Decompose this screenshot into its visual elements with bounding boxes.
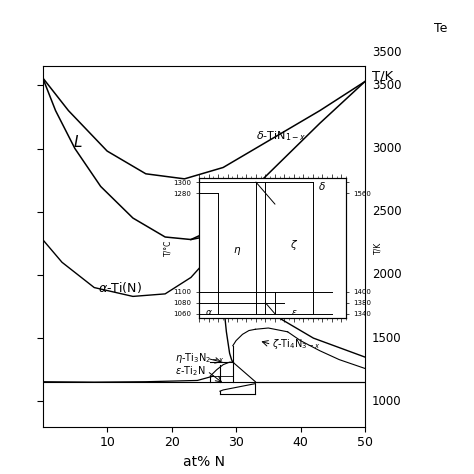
Text: $\varepsilon$-Ti$_2$N: $\varepsilon$-Ti$_2$N xyxy=(175,364,205,378)
Text: T/K: T/K xyxy=(372,69,393,82)
Text: $\varepsilon$: $\varepsilon$ xyxy=(291,308,297,317)
Text: 2500: 2500 xyxy=(372,205,402,218)
Text: $\alpha$: $\alpha$ xyxy=(205,308,212,317)
Text: 3000: 3000 xyxy=(372,142,401,155)
Text: $\zeta$: $\zeta$ xyxy=(290,238,298,252)
Text: 3500: 3500 xyxy=(372,79,401,92)
Y-axis label: T/°C: T/°C xyxy=(163,239,172,256)
Text: L: L xyxy=(74,135,82,150)
Text: 1000: 1000 xyxy=(372,395,402,408)
Text: 3500: 3500 xyxy=(372,46,401,59)
Text: $\alpha$-Ti(N): $\alpha$-Ti(N) xyxy=(98,280,142,295)
Text: $\eta$-Ti$_3$N$_{2-x}$: $\eta$-Ti$_3$N$_{2-x}$ xyxy=(175,351,224,365)
X-axis label: at% N: at% N xyxy=(183,455,225,469)
Text: 2000: 2000 xyxy=(372,268,402,282)
Text: $\zeta$-Ti$_4$N$_{3-x}$: $\zeta$-Ti$_4$N$_{3-x}$ xyxy=(272,337,320,351)
Text: $\eta$: $\eta$ xyxy=(233,245,241,257)
Text: $\delta$: $\delta$ xyxy=(319,180,326,192)
Text: Te: Te xyxy=(434,22,447,35)
Y-axis label: T/K: T/K xyxy=(373,242,382,254)
Text: 1500: 1500 xyxy=(372,332,402,345)
Text: $\delta$-TiN$_{1-x}$: $\delta$-TiN$_{1-x}$ xyxy=(256,129,306,143)
